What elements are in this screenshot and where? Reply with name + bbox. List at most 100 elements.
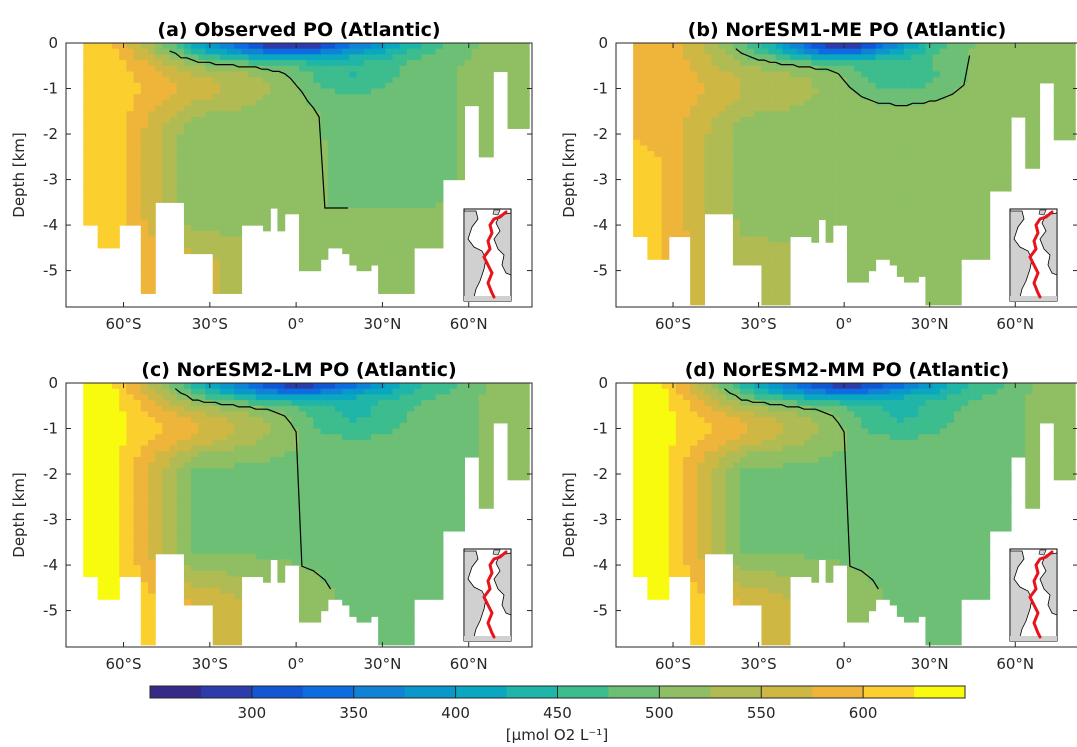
field-cell xyxy=(889,88,898,95)
field-cell xyxy=(219,173,228,181)
field-cell xyxy=(1025,105,1033,112)
field-cell xyxy=(313,151,322,158)
field-cell xyxy=(1053,88,1062,95)
field-cell xyxy=(183,394,192,401)
field-cell xyxy=(818,116,827,124)
field-cell xyxy=(392,71,401,78)
field-cell xyxy=(277,111,286,118)
field-cell xyxy=(299,43,307,50)
field-cell xyxy=(234,230,243,238)
field-cell xyxy=(169,60,178,67)
field-cell xyxy=(761,264,770,272)
field-cell xyxy=(450,134,458,141)
field-cell xyxy=(306,71,314,78)
field-cell xyxy=(725,173,734,181)
field-cell xyxy=(953,253,962,260)
field-cell xyxy=(904,88,912,95)
field-cell xyxy=(925,225,934,232)
field-cell xyxy=(119,422,128,430)
field-cell xyxy=(147,502,156,509)
field-cell xyxy=(797,77,805,84)
field-cell xyxy=(212,456,221,464)
field-cell xyxy=(811,156,820,164)
field-cell xyxy=(162,439,171,447)
field-cell xyxy=(725,48,734,55)
field-cell xyxy=(861,54,869,61)
field-cell xyxy=(1046,43,1055,50)
field-cell xyxy=(219,627,228,634)
field-cell xyxy=(939,156,948,164)
field-cell xyxy=(633,122,641,129)
field-cell xyxy=(732,88,741,95)
field-cell xyxy=(918,253,927,260)
field-cell xyxy=(205,428,214,435)
field-cell xyxy=(334,213,343,220)
field-cell xyxy=(205,439,214,447)
field-cell xyxy=(90,439,99,447)
field-cell xyxy=(198,168,207,175)
field-cell xyxy=(191,582,199,589)
field-cell xyxy=(320,48,329,55)
field-cell xyxy=(768,281,777,289)
field-cell xyxy=(241,65,250,73)
field-cell xyxy=(205,213,214,220)
field-cell xyxy=(839,128,848,135)
field-cell xyxy=(140,388,149,395)
field-cell xyxy=(162,474,171,481)
field-cell xyxy=(263,213,271,220)
field-cell xyxy=(205,236,214,243)
field-cell xyxy=(442,145,451,152)
field-cell xyxy=(640,48,648,55)
field-cell xyxy=(1039,48,1048,55)
field-cell xyxy=(313,128,322,135)
field-cell xyxy=(126,151,135,158)
field-cell xyxy=(112,145,120,152)
field-cell xyxy=(428,145,437,152)
field-cell xyxy=(768,94,777,101)
field-cell xyxy=(104,587,113,595)
field-cell xyxy=(97,530,106,538)
field-cell xyxy=(868,173,877,181)
field-cell xyxy=(147,542,156,549)
field-cell xyxy=(683,230,691,238)
field-cell xyxy=(147,400,156,407)
field-cell xyxy=(875,88,884,95)
field-cell xyxy=(811,54,820,61)
field-cell xyxy=(975,162,984,169)
field-cell xyxy=(299,151,307,158)
field-cell xyxy=(421,94,430,101)
field-cell xyxy=(946,116,955,124)
field-cell xyxy=(868,94,877,101)
field-cell xyxy=(126,508,135,515)
field-cell xyxy=(668,208,677,215)
field-cell xyxy=(356,82,365,90)
field-cell xyxy=(633,116,641,124)
field-cell xyxy=(725,168,734,175)
field-cell xyxy=(83,151,92,158)
field-cell xyxy=(1003,156,1012,164)
field-cell xyxy=(683,65,691,73)
field-cell xyxy=(227,43,235,50)
field-cell xyxy=(918,111,927,118)
field-cell xyxy=(975,219,984,226)
field-cell xyxy=(839,139,848,147)
field-cell xyxy=(133,542,142,549)
field-cell xyxy=(839,208,848,215)
field-cell xyxy=(320,230,329,238)
field-cell xyxy=(248,208,257,215)
field-cell xyxy=(147,128,156,135)
field-cell xyxy=(493,60,501,67)
field-cell xyxy=(782,208,791,215)
field-cell xyxy=(761,179,770,186)
field-cell xyxy=(768,151,777,158)
field-cell xyxy=(363,145,372,152)
field-cell xyxy=(155,428,163,435)
field-cell xyxy=(112,54,120,61)
field-cell xyxy=(97,565,106,572)
field-cell xyxy=(327,82,336,90)
field-cell xyxy=(104,116,113,124)
field-cell xyxy=(982,99,991,107)
field-cell xyxy=(104,462,113,469)
field-cell xyxy=(847,88,855,95)
field-cell xyxy=(155,139,163,147)
